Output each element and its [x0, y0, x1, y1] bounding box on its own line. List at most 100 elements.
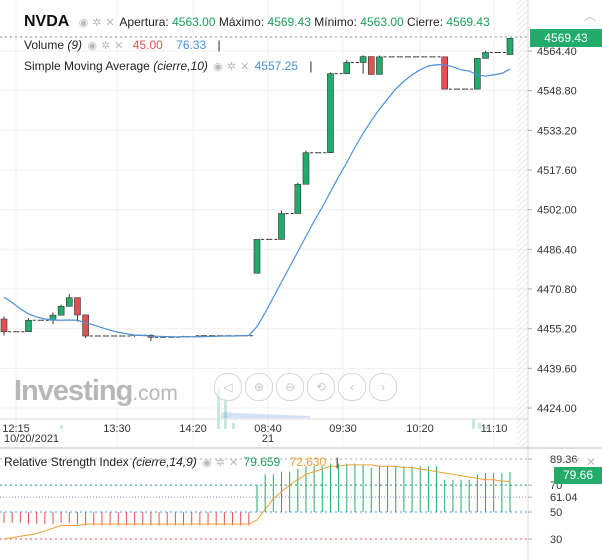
candle-body	[367, 56, 375, 75]
volume-bar	[60, 425, 63, 429]
rsi-legend: Relative Strength Index (cierre,14,9) ◉ ✲…	[4, 455, 339, 469]
volume-legend: Volume (9) ◉ ✲ ✕ 45.00 76.33 |	[24, 38, 221, 52]
eye-icon[interactable]: ◉	[78, 17, 89, 29]
candle-body	[0, 318, 8, 333]
x-tick-label: 08:40	[254, 423, 282, 435]
rsi-tick-label: 30	[550, 534, 562, 546]
ohlc-header: NVDA ◉ ✲ ✕ Apertura: 4563.00 Máximo: 4569.…	[24, 13, 490, 31]
volume-bar	[485, 426, 488, 429]
zoom-reset-icon[interactable]: ⟲	[307, 373, 335, 401]
y-tick-label: 4486.40	[537, 244, 577, 256]
rsi-param: (cierre,14,9)	[132, 455, 197, 469]
eye-icon[interactable]: ◉	[202, 457, 212, 469]
candle-body	[376, 56, 383, 75]
volume-param: (9)	[67, 38, 83, 52]
sma-legend: Simple Moving Average (cierre,10) ◉ ✲ ✕ 45…	[24, 59, 313, 73]
sma-name: Simple Moving Average	[24, 59, 150, 73]
close-icon[interactable]: ✕	[105, 17, 115, 29]
candle-body	[327, 73, 334, 154]
candle-body	[506, 37, 514, 55]
collapse-arrow-icon[interactable]: ︿	[583, 9, 596, 23]
eye-icon[interactable]: ◉	[87, 40, 97, 52]
symbol-label: NVDA	[24, 13, 70, 30]
close-value: 4569.43	[446, 15, 490, 29]
audio-icon[interactable]: ◁	[214, 373, 242, 401]
x-tick-label: 09:30	[329, 423, 357, 435]
close-icon[interactable]: ✕	[228, 457, 239, 469]
volume-bar	[224, 399, 227, 429]
high-label: Máximo:	[218, 15, 265, 29]
low-label: Mínimo:	[314, 15, 357, 29]
y-tick-label: 4533.20	[537, 125, 577, 137]
zoom-out-icon[interactable]: ⊖	[276, 373, 304, 401]
rsi-tick-label: 50	[550, 507, 562, 519]
rsi-current-tag: 79.66	[554, 467, 602, 484]
rsi-tick-label: 89.36	[550, 454, 578, 466]
candle-body	[302, 152, 310, 185]
rsi-value-1: 79.659	[243, 455, 281, 469]
open-value: 4563.00	[172, 15, 216, 29]
settings-icon[interactable]: ✲	[92, 17, 102, 29]
volume-bar	[472, 419, 475, 429]
candle-body	[294, 183, 302, 214]
candle-body	[343, 62, 351, 74]
close-icon[interactable]: ✕	[240, 61, 250, 73]
rsi-signal-line	[3, 464, 511, 540]
candle-body	[359, 56, 367, 63]
settings-icon[interactable]: ✲	[215, 457, 225, 469]
volume-name: Volume	[24, 38, 65, 52]
scroll-left-icon[interactable]: ‹	[338, 373, 366, 401]
sma-line	[3, 64, 511, 338]
candle-body	[25, 319, 32, 333]
y-tick-label: 4455.20	[537, 324, 577, 336]
x-date-label: 21	[262, 433, 274, 445]
y-tick-label: 4517.60	[537, 165, 577, 177]
candle-body	[278, 213, 285, 240]
x-tick-label: 13:30	[103, 423, 131, 435]
volume-bar	[217, 389, 220, 429]
volume-bar	[232, 423, 235, 429]
candle-body	[65, 297, 73, 307]
sma-value: 4557.25	[254, 59, 299, 73]
candle-body	[482, 52, 489, 59]
x-tick-label: 12:15	[2, 423, 30, 435]
settings-icon[interactable]: ✲	[226, 61, 237, 73]
right-hatch	[517, 0, 528, 447]
x-tick-label: 11:10	[481, 423, 508, 435]
eye-icon[interactable]: ◉	[213, 61, 223, 73]
volume-value-2: 76.33	[176, 38, 207, 52]
scroll-right-icon[interactable]: ›	[369, 373, 397, 401]
open-label: Apertura:	[119, 15, 169, 29]
y-tick-label: 4548.80	[537, 86, 577, 98]
zoom-in-icon[interactable]: ⊕	[245, 373, 273, 401]
rsi-value-2: 72.630	[289, 455, 327, 469]
investing-logo: Investing.com	[14, 375, 178, 408]
x-date-label: 10/20/2021	[4, 433, 59, 445]
volume-bar	[478, 423, 481, 429]
logo-text: Investing	[14, 375, 133, 407]
sma-param: (cierre,10)	[153, 59, 208, 73]
rsi-name: Relative Strength Index	[4, 455, 129, 469]
logo-suffix: .com	[132, 382, 178, 405]
candle-body	[74, 297, 81, 316]
low-value: 4563.00	[360, 15, 404, 29]
x-tick-label: 14:20	[179, 423, 207, 435]
price-chart[interactable]: 4564.40 4548.80 4533.20 4517.60 4502.00 4486.…	[0, 0, 602, 449]
y-tick-label: 4470.80	[537, 284, 577, 296]
candle-body	[82, 314, 89, 337]
close-icon[interactable]: ✕	[114, 40, 124, 52]
volume-value-1: 45.00	[132, 38, 163, 52]
current-price-tag: 4569.43	[530, 29, 602, 47]
rsi-tick-label: 61.04	[550, 492, 578, 504]
candle-body	[441, 56, 449, 90]
y-tick-label: 4502.00	[537, 205, 577, 217]
y-tick-label: 4564.40	[537, 46, 577, 58]
candle-body	[57, 305, 65, 316]
close-rsi-icon[interactable]: ✕	[585, 455, 596, 469]
x-tick-label: 10:20	[406, 423, 434, 435]
candle-body	[253, 239, 261, 274]
y-tick-label: 4424.00	[537, 403, 577, 415]
settings-icon[interactable]: ✲	[101, 40, 111, 52]
y-tick-label: 4439.60	[537, 363, 577, 375]
